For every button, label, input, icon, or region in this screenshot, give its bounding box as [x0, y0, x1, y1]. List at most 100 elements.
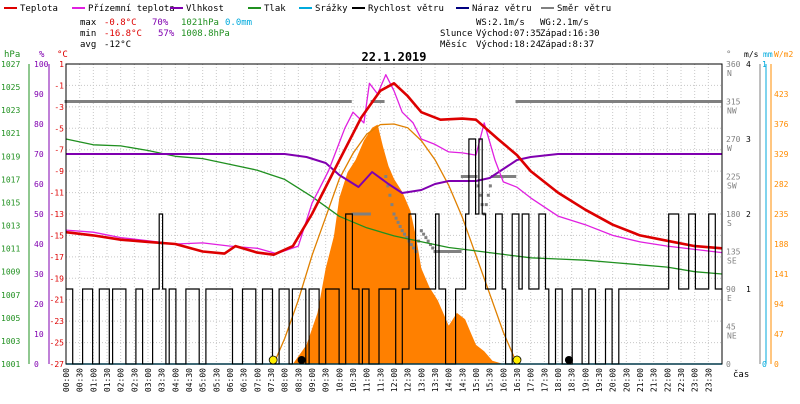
direction-point	[592, 100, 596, 103]
direction-point	[71, 100, 75, 103]
direction-point	[80, 100, 84, 103]
stat-value: Západ:8:37	[540, 40, 594, 50]
x-tick-label: 11:00	[363, 368, 372, 392]
tick-label: -9	[54, 167, 64, 176]
direction-point	[164, 100, 168, 103]
direction-point	[160, 100, 164, 103]
direction-point	[495, 175, 499, 178]
direction-point	[486, 193, 490, 197]
direction-point	[82, 100, 86, 103]
direction-point	[212, 100, 216, 103]
direction-point	[123, 100, 127, 103]
direction-point	[221, 100, 225, 103]
legend-label: Směr větru	[557, 4, 611, 14]
tick-label: 1	[59, 60, 64, 69]
direction-point	[317, 100, 321, 103]
direction-point	[392, 212, 396, 216]
stat-label: max	[80, 18, 97, 28]
tick-label: 60	[34, 180, 44, 189]
stat-value: 1021hPa	[181, 18, 219, 28]
x-tick-label: 01:00	[89, 368, 98, 392]
direction-point	[264, 100, 268, 103]
direction-point	[135, 100, 139, 103]
direction-point	[319, 100, 323, 103]
direction-point	[451, 250, 455, 253]
direction-point	[196, 100, 200, 103]
series-tlak	[65, 138, 723, 275]
direction-point	[588, 100, 592, 103]
x-tick-label: 20:00	[609, 368, 618, 392]
direction-point	[386, 184, 390, 188]
moon-marker	[297, 356, 306, 364]
x-tick-label: 18:00	[554, 368, 563, 392]
stat-value: 57%	[158, 29, 175, 39]
direction-point	[510, 175, 514, 178]
direction-point	[201, 100, 205, 103]
x-tick-label: 15:00	[472, 368, 481, 392]
direction-point	[100, 100, 104, 103]
direction-point	[715, 100, 719, 103]
direction-point	[679, 100, 683, 103]
direction-point	[112, 100, 116, 103]
direction-point	[522, 100, 526, 103]
tick-label: 225	[726, 173, 741, 182]
direction-point	[343, 100, 347, 103]
direction-point	[299, 100, 303, 103]
direction-point	[185, 100, 189, 103]
x-tick-label: 13:30	[431, 368, 440, 392]
x-tick-label: 09:30	[322, 368, 331, 392]
tick-label: -17	[50, 253, 65, 262]
right-axes: ° m/s mm W/m2045NE90E135SE180S225SW270W315N…	[721, 50, 793, 369]
direction-point	[121, 100, 125, 103]
direction-point	[611, 100, 615, 103]
x-tick-label: 10:00	[335, 368, 344, 392]
tick-label: 20	[34, 300, 44, 309]
x-tick-label: 21:00	[636, 368, 645, 392]
tick-label: 4	[746, 60, 751, 69]
direction-point	[440, 250, 444, 253]
legend-label: Srážky	[315, 4, 348, 14]
tick-label: -5	[54, 124, 64, 133]
direction-point	[75, 100, 79, 103]
tick-label: 0	[34, 360, 39, 369]
direction-point	[577, 100, 580, 103]
direction-point	[194, 100, 198, 103]
tick-label: 329	[774, 150, 789, 159]
direction-point	[412, 246, 416, 250]
x-tick-label: 10:30	[349, 368, 358, 392]
x-tick-label: 16:00	[499, 368, 508, 392]
tick-label: SE	[727, 257, 737, 266]
direction-point	[384, 175, 388, 178]
x-axis-label: čas	[733, 369, 749, 380]
stat-value: 1008.8hPa	[181, 29, 230, 39]
tick-label: 0	[762, 360, 767, 369]
direction-point	[167, 100, 170, 103]
direction-point	[447, 250, 451, 253]
direction-point	[312, 100, 316, 103]
direction-point	[205, 100, 209, 103]
direction-point	[381, 100, 385, 103]
direction-point	[586, 100, 590, 103]
direction-point	[547, 100, 551, 103]
direction-point	[353, 212, 357, 216]
tick-label: -13	[50, 210, 65, 219]
direction-point	[449, 250, 453, 253]
direction-point	[376, 100, 380, 103]
x-tick-label: 11:30	[376, 368, 385, 392]
legend-label: Teplota	[20, 4, 58, 14]
axis-label: m/s	[744, 50, 759, 59]
x-axis: 00:00 00:30 01:00 01:30 02:00 02:30 03:00 03:30…	[62, 368, 749, 392]
direction-point	[458, 250, 462, 253]
direction-point	[424, 236, 428, 240]
x-tick-label: 00:00	[62, 368, 71, 392]
legend-label: Přízemní teplota	[88, 4, 175, 14]
legend-item: Srážky	[299, 4, 348, 14]
legend-item: Směr větru	[541, 4, 611, 14]
direction-point	[493, 175, 497, 178]
x-tick-label: 07:00	[253, 368, 262, 392]
axis-label: mm	[763, 50, 773, 59]
tick-label: 360	[726, 60, 741, 69]
direction-point	[301, 100, 305, 103]
legend-label: Rychlost větru	[368, 4, 444, 14]
direction-point	[130, 100, 134, 103]
